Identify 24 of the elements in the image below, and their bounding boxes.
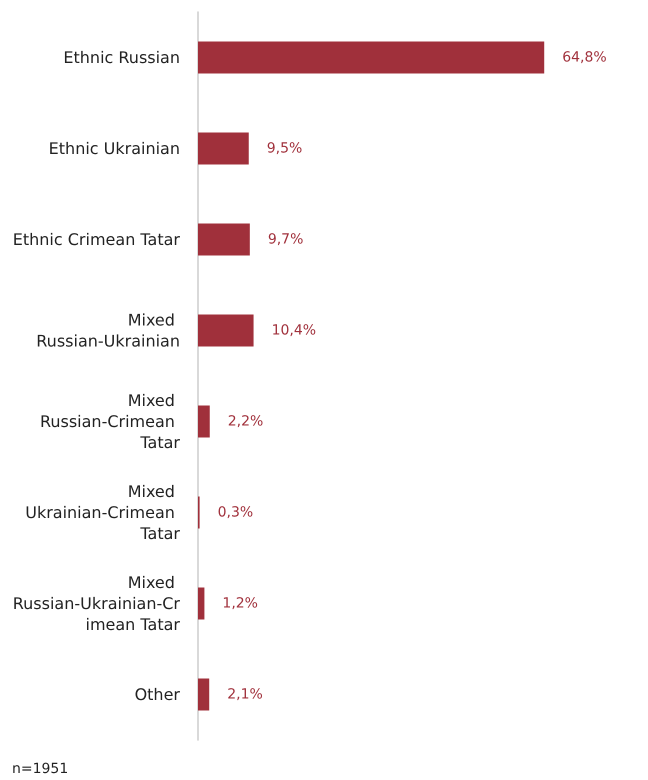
y-tick-label: Ethnic Crimean Tatar	[12, 230, 180, 249]
y-tick-label: Mixed Russian-Ukrainian	[36, 310, 180, 350]
y-tick-label: Mixed Russian-Ukrainian-Crimean Tatar	[12, 573, 180, 634]
data-label: 64,8%	[562, 50, 607, 66]
data-label: 2,1%	[227, 686, 263, 702]
bar	[198, 132, 249, 164]
data-label: 0,3%	[218, 504, 254, 520]
data-label: 9,7%	[268, 232, 304, 248]
bar	[198, 314, 254, 346]
y-tick-label: Mixed Russian-Crimean Tatar	[40, 391, 180, 452]
y-tick-label: Mixed Ukrainian-Crimean Tatar	[25, 482, 180, 543]
text: n=1951	[12, 761, 68, 777]
bar	[198, 406, 210, 438]
data-label: 2,2%	[228, 414, 264, 430]
data-label: 1,2%	[222, 596, 258, 612]
bar	[198, 588, 204, 620]
y-tick-label: Ethnic Russian	[63, 48, 180, 67]
y-tick-label: Other	[134, 685, 180, 704]
y-tick-label: Ethnic Ukrainian	[48, 139, 180, 158]
bar	[198, 42, 544, 74]
data-label: 10,4%	[272, 322, 316, 338]
bar	[198, 678, 210, 710]
bar	[198, 224, 250, 256]
data-label: 9,5%	[266, 140, 302, 156]
